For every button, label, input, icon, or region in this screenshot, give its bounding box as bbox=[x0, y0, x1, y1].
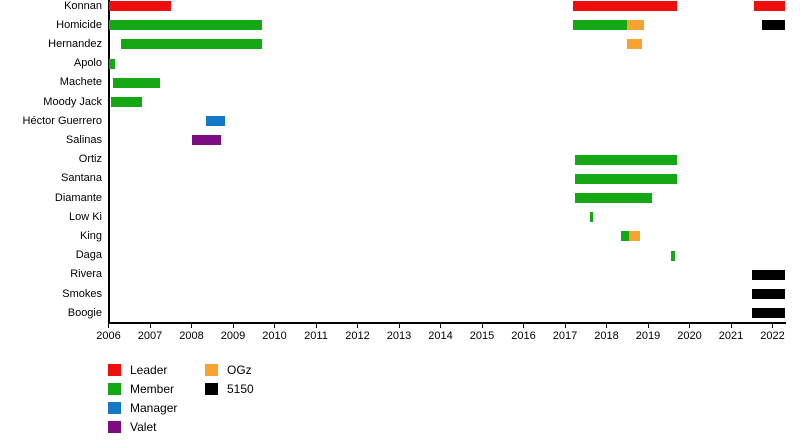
x-tick bbox=[772, 323, 773, 328]
legend-label: 5150 bbox=[227, 382, 254, 396]
timeline-bar-member bbox=[589, 212, 594, 223]
timeline-bar-ogz bbox=[627, 39, 642, 50]
x-tick-label: 2010 bbox=[262, 330, 287, 342]
timeline-bar-5150 bbox=[751, 289, 785, 299]
x-tick-label: 2020 bbox=[677, 330, 702, 342]
x-tick bbox=[191, 323, 192, 328]
timeline-bar-member bbox=[575, 173, 678, 184]
timeline-bar-member bbox=[112, 77, 161, 88]
timeline-bar-leader bbox=[108, 1, 171, 11]
row-label: Apolo bbox=[73, 57, 102, 70]
legend-swatch-ogz bbox=[205, 364, 218, 376]
timeline-bar-member bbox=[670, 250, 675, 261]
x-tick-label: 2009 bbox=[220, 330, 246, 342]
x-tick-label: 2022 bbox=[760, 330, 785, 342]
row-label: Moody Jack bbox=[43, 95, 102, 108]
row-label: Salinas bbox=[65, 133, 102, 146]
x-tick-label: 2019 bbox=[635, 330, 661, 342]
timeline-bar-member bbox=[575, 193, 653, 203]
x-tick bbox=[232, 323, 234, 328]
x-tick bbox=[398, 323, 400, 328]
x-tick bbox=[564, 323, 566, 328]
x-tick-label: 2014 bbox=[428, 330, 453, 342]
timeline-bar-member bbox=[621, 231, 630, 242]
row-label: Machete bbox=[59, 76, 102, 89]
timeline-bar-manager bbox=[206, 116, 225, 127]
x-tick bbox=[357, 323, 358, 328]
timeline-bar-member bbox=[110, 97, 142, 107]
x-tick-label: 2006 bbox=[96, 330, 121, 342]
x-tick bbox=[149, 323, 151, 328]
legend-label: Manager bbox=[130, 401, 178, 415]
row-label: Konnan bbox=[64, 0, 102, 12]
timeline-bar-ogz bbox=[627, 20, 644, 31]
row-label: Daga bbox=[75, 249, 102, 262]
timeline-bar-leader bbox=[573, 1, 678, 11]
legend-swatch-member bbox=[108, 383, 121, 395]
x-tick-label: 2017 bbox=[552, 330, 578, 342]
x-tick bbox=[315, 323, 317, 328]
legend-label: Valet bbox=[130, 420, 157, 434]
timeline-bar-5150 bbox=[751, 308, 785, 319]
x-tick-label: 2015 bbox=[469, 330, 495, 342]
row-label: Rivera bbox=[70, 268, 102, 281]
row-label: Low Ki bbox=[68, 210, 102, 223]
x-tick bbox=[481, 323, 483, 328]
row-label: King bbox=[79, 229, 102, 242]
legend-swatch-5150 bbox=[205, 383, 218, 395]
x-tick bbox=[108, 323, 109, 328]
timeline-bar-member bbox=[120, 39, 263, 50]
x-tick bbox=[606, 323, 607, 328]
timeline-bar-5150 bbox=[751, 269, 785, 280]
x-tick-label: 2016 bbox=[511, 330, 536, 342]
x-tick bbox=[274, 323, 275, 328]
x-tick-label: 2021 bbox=[718, 330, 744, 342]
row-label: Smokes bbox=[62, 287, 102, 300]
timeline-bar-valet bbox=[191, 135, 221, 146]
legend-swatch-manager bbox=[108, 402, 121, 414]
x-tick bbox=[523, 323, 524, 328]
row-label: Hernandez bbox=[48, 37, 102, 50]
timeline-bar-leader bbox=[753, 1, 785, 11]
row-label: Diamante bbox=[54, 191, 102, 204]
x-tick-label: 2018 bbox=[594, 330, 619, 342]
x-tick-label: 2011 bbox=[304, 330, 328, 342]
timeline-bar-5150 bbox=[762, 20, 785, 31]
timeline-bar-member bbox=[108, 20, 263, 31]
timeline-bar-member bbox=[573, 20, 628, 31]
x-tick-label: 2007 bbox=[137, 330, 163, 342]
x-tick-label: 2008 bbox=[179, 330, 204, 342]
x-tick-label: 2013 bbox=[386, 330, 412, 342]
y-axis-line bbox=[108, 0, 110, 323]
legend-swatch-leader bbox=[108, 364, 121, 376]
timeline-bar-member bbox=[108, 58, 115, 69]
row-label: Santana bbox=[61, 172, 102, 185]
x-tick bbox=[647, 323, 649, 328]
row-label: Héctor Guerrero bbox=[22, 114, 102, 127]
x-tick bbox=[730, 323, 732, 328]
row-label: Homicide bbox=[56, 18, 102, 31]
x-tick bbox=[689, 323, 690, 328]
x-tick bbox=[440, 323, 441, 328]
row-label: Boogie bbox=[67, 306, 102, 319]
legend-label: OGz bbox=[227, 363, 252, 377]
row-label: Ortiz bbox=[78, 153, 102, 166]
x-axis-line bbox=[107, 322, 786, 324]
legend-swatch-valet bbox=[108, 421, 121, 433]
legend-label: Member bbox=[130, 382, 175, 396]
timeline-bar-member bbox=[575, 154, 678, 165]
timeline-bar-ogz bbox=[629, 231, 640, 242]
x-tick-label: 2012 bbox=[345, 330, 370, 342]
legend-label: Leader bbox=[130, 363, 168, 377]
